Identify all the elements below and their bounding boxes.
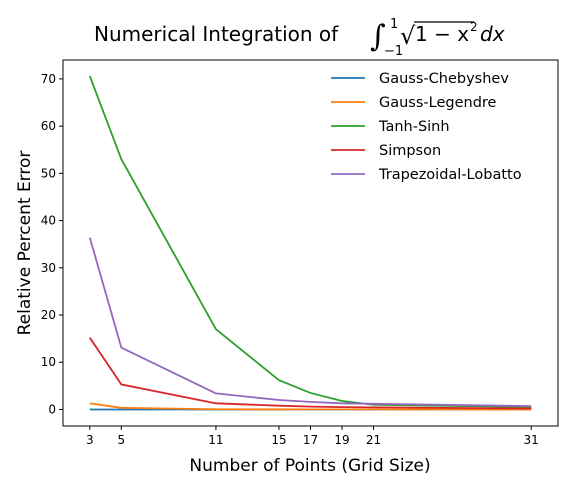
- series-layer: [88, 75, 532, 411]
- title-integral-lower: −1: [384, 44, 403, 59]
- legend-entry-tanh-sinh: Tanh-Sinh: [378, 119, 450, 135]
- x-tick-label: 3: [86, 433, 94, 447]
- x-tick-label: 11: [208, 433, 223, 447]
- x-tick-label: 15: [271, 433, 286, 447]
- series-line-trapezoidal-lobatto: [88, 237, 532, 408]
- y-axis-ticks: 0 10 20 30 40 50 60 70: [41, 72, 63, 416]
- x-tick-label: 31: [524, 433, 539, 447]
- x-tick-label: 19: [334, 433, 349, 447]
- x-axis-ticks: 3 5 11 15 17 19 21 31: [86, 426, 539, 447]
- legend-entry-gauss-chebyshev: Gauss-Chebyshev: [379, 71, 509, 87]
- series-line-simpson: [89, 337, 532, 410]
- y-tick-label: 60: [41, 119, 56, 133]
- chart-title: Numerical Integration of ∫ 1 −1 √ 1 − x …: [94, 17, 505, 59]
- title-exponent: 2: [470, 20, 478, 34]
- title-differential: dx: [480, 22, 505, 46]
- series-line-gauss-legendre: [89, 402, 532, 411]
- x-axis-label: Number of Points (Grid Size): [189, 456, 430, 476]
- x-tick-label: 21: [366, 433, 381, 447]
- title-integral-sign: ∫: [370, 19, 386, 54]
- y-axis-label: Relative Percent Error: [15, 151, 35, 336]
- y-tick-label: 10: [41, 355, 56, 369]
- y-tick-label: 40: [41, 214, 56, 228]
- title-integral-upper: 1: [390, 17, 398, 32]
- legend: Gauss-Chebyshev Gauss-Legendre Tanh-Sinh Si…: [331, 71, 522, 183]
- legend-entry-gauss-legendre: Gauss-Legendre: [379, 95, 497, 111]
- plot-frame: [62, 59, 559, 427]
- y-tick-label: 30: [41, 261, 56, 275]
- title-sqrt-sign: √: [400, 22, 416, 50]
- x-tick-label: 5: [118, 433, 126, 447]
- y-tick-label: 20: [41, 308, 56, 322]
- y-tick-label: 70: [41, 72, 56, 86]
- y-tick-label: 50: [41, 166, 56, 180]
- title-radicand: 1 − x: [415, 22, 469, 46]
- chart-title-prefix: Numerical Integration of: [94, 22, 339, 46]
- y-tick-label: 0: [48, 402, 56, 416]
- legend-entry-trapezoidal-lobatto: Trapezoidal-Lobatto: [378, 167, 522, 183]
- x-tick-label: 17: [303, 433, 318, 447]
- series-line-tanh-sinh: [88, 75, 532, 409]
- legend-entry-simpson: Simpson: [379, 143, 441, 159]
